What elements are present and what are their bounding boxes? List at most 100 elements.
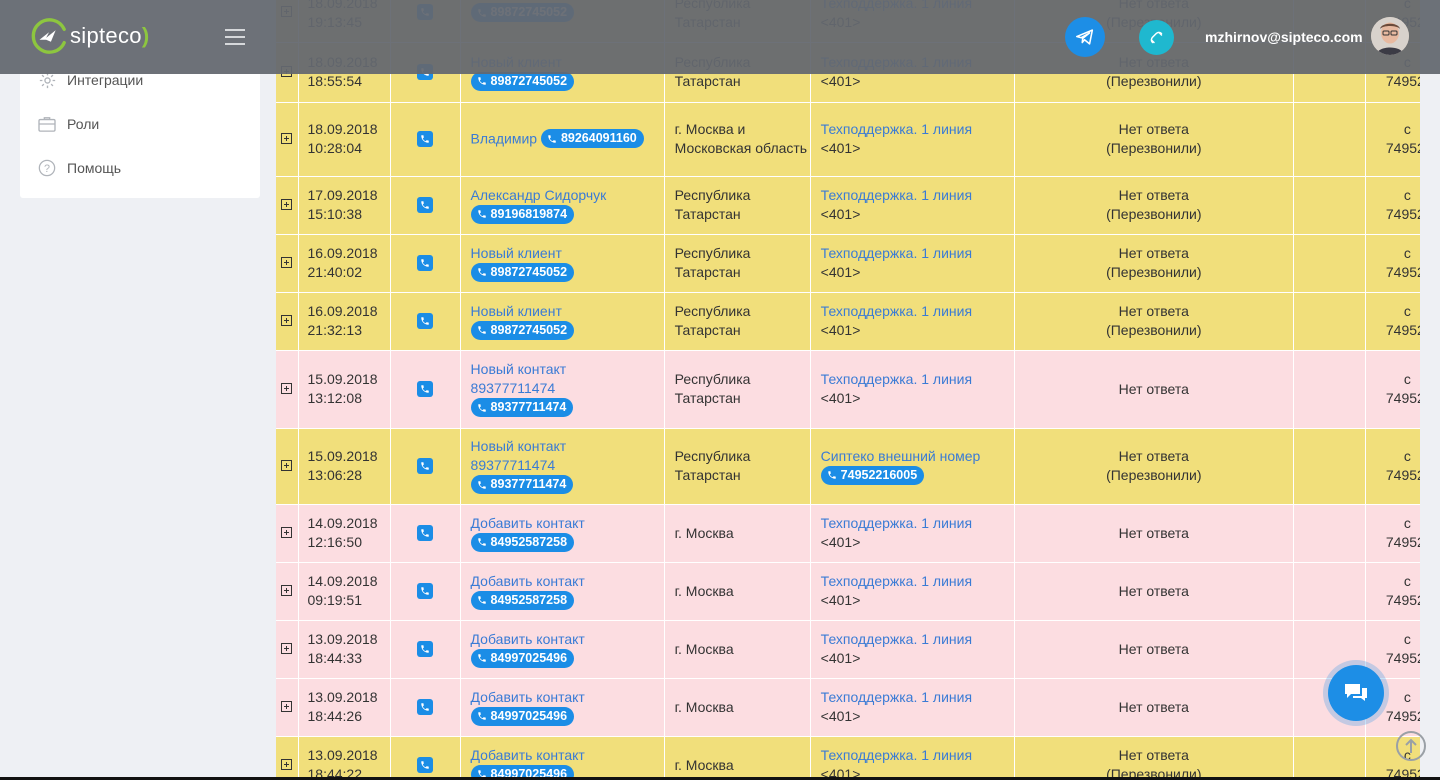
table-row[interactable]: 14.09.2018 12:16:50 Добавить контакт 849525… [276, 504, 1420, 562]
call-date: 13.09.2018 [307, 631, 378, 647]
call-datetime: 15.09.2018 13:12:08 [298, 350, 391, 428]
call-date: 14.09.2018 [307, 573, 378, 589]
table-row[interactable]: 15.09.2018 13:12:08 Новый контакт 893777114… [276, 350, 1420, 428]
client-name-link[interactable]: Новый контакт [470, 438, 567, 455]
table-row[interactable]: 14.09.2018 09:19:51 Добавить контакт 849525… [276, 562, 1420, 620]
table-row[interactable]: 17.09.2018 15:10:38 Александр Сидорчук 8919… [276, 176, 1420, 234]
table-row[interactable]: 16.09.2018 21:32:13 Новый клиент 8987274505… [276, 292, 1420, 350]
telegram-button[interactable] [1065, 17, 1105, 57]
sidebar-item-roles[interactable]: Роли [37, 112, 99, 136]
call-time: 21:40:02 [307, 264, 363, 280]
client-cell: Добавить контакт 84997025496 [460, 620, 665, 678]
destination-link[interactable]: Техподдержка. 1 линия [820, 573, 973, 589]
phone-badge[interactable]: 84997025496 [470, 706, 575, 726]
destination-link[interactable]: Техподдержка. 1 линия [820, 303, 973, 319]
phone-badge[interactable]: 89196819874 [470, 204, 575, 224]
phone-badge[interactable]: 89377711474 [470, 398, 574, 418]
call-datetime: 17.09.2018 15:10:38 [298, 176, 391, 234]
destination-link[interactable]: Техподдержка. 1 линия [820, 631, 973, 647]
client-name-link[interactable]: Новый клиент [470, 302, 562, 319]
phone-badge[interactable]: 89872745052 [470, 262, 575, 282]
table-row[interactable]: 18.09.2018 10:28:04 Владимир 89264091160 г.… [276, 102, 1420, 176]
region-cell: Республика Татарстан [664, 350, 811, 428]
client-name-link[interactable]: Добавить контакт [470, 572, 585, 589]
client-name-link[interactable]: Добавить контакт [470, 514, 585, 531]
call-history-table: 18.09.201819:13:4589872745052Республика … [276, 0, 1420, 777]
client-name-link[interactable]: Новый контакт [470, 361, 567, 378]
destination-link[interactable]: Техподдержка. 1 линия [820, 371, 973, 387]
arrow-up-icon [1405, 738, 1417, 753]
expand-row-icon[interactable] [281, 382, 292, 394]
expand-row-icon[interactable] [281, 132, 292, 144]
phone-number: 89872745052 [490, 264, 568, 279]
expand-row-icon[interactable] [281, 526, 292, 538]
client-name-link[interactable]: Добавить контакт [470, 688, 585, 705]
status-cell: Нет ответа [1014, 678, 1294, 736]
client-name-link[interactable]: Новый клиент [470, 244, 562, 261]
logo[interactable]: sipteco ) [30, 17, 149, 55]
sidebar-item-help[interactable]: ? Помощь [37, 156, 121, 180]
status-cell: Нет ответа (Перезвонили) [1014, 428, 1294, 504]
expand-row-icon[interactable] [281, 700, 292, 712]
expand-row-icon[interactable] [281, 584, 292, 596]
destination-phone-badge[interactable]: 74952216005 [820, 465, 925, 485]
destination-link[interactable]: Техподдержка. 1 линия [820, 245, 973, 261]
phone-badge[interactable]: 89264091160 [540, 129, 644, 149]
avatar[interactable] [1371, 17, 1409, 55]
call-status-note: (Перезвонили) [1106, 322, 1202, 338]
expand-row-icon[interactable] [281, 198, 292, 210]
table-row[interactable]: 13.09.2018 18:44:26 Добавить контакт 849970… [276, 678, 1420, 736]
phone-badge[interactable]: 84952587258 [470, 590, 575, 610]
destination-link[interactable]: Техподдержка. 1 линия [820, 121, 973, 137]
call-datetime: 18.09.2018 10:28:04 [298, 102, 391, 176]
phone-badge[interactable]: 89377711474 [470, 475, 574, 495]
client-cell: Новый клиент 89872745052 [460, 292, 665, 350]
phone-badge[interactable]: 89872745052 [470, 320, 575, 340]
client-name-link[interactable]: Добавить контакт [470, 630, 585, 647]
number-cell: c 74952 [1365, 504, 1420, 562]
table-row[interactable]: 15.09.2018 13:06:28 Новый контакт 893777114… [276, 428, 1420, 504]
call-date: 15.09.2018 [307, 371, 378, 387]
expand-row-icon[interactable] [281, 314, 292, 326]
phone-badge[interactable]: 84952587258 [470, 532, 575, 552]
client-cell: Владимир 89264091160 [460, 102, 665, 176]
phone-badge[interactable]: 89872745052 [470, 71, 575, 91]
phone-badge[interactable]: 84997025496 [470, 648, 575, 668]
client-name-link[interactable]: Добавить контакт [470, 746, 585, 763]
number-prefix: c [1403, 303, 1411, 319]
destination-extension: <401> [820, 534, 861, 550]
destination-link[interactable]: Техподдержка. 1 линия [820, 187, 973, 203]
destination-link[interactable]: Техподдержка. 1 линия [820, 747, 973, 763]
call-date: 14.09.2018 [307, 515, 378, 531]
client-number-link[interactable]: 89377711474 [470, 380, 556, 397]
chat-button[interactable] [1323, 660, 1389, 726]
menu-toggle-button[interactable] [225, 29, 245, 45]
table-row[interactable]: 13.09.2018 18:44:33 Добавить контакт 849970… [276, 620, 1420, 678]
user-email[interactable]: mzhirnov@sipteco.com [1205, 29, 1363, 45]
expand-row-icon[interactable] [281, 459, 292, 471]
destination-cell: Техподдержка. 1 линия <401> [810, 620, 1015, 678]
call-date: 15.09.2018 [307, 448, 378, 464]
client-name-link[interactable]: Владимир [470, 130, 538, 147]
phone-number: 89872745052 [490, 322, 568, 337]
destination-link[interactable]: Техподдержка. 1 линия [820, 689, 973, 705]
region-cell: Республика Татарстан [664, 292, 811, 350]
table-row[interactable]: 16.09.2018 21:40:02 Новый клиент 8987274505… [276, 234, 1420, 292]
expand-row-icon[interactable] [281, 256, 292, 268]
table-row[interactable]: 13.09.2018 18:44:22 Добавить контакт 849970… [276, 736, 1420, 777]
destination-cell: Техподдержка. 1 линия <401> [810, 292, 1015, 350]
number-prefix: c [1403, 448, 1411, 464]
call-button[interactable] [1139, 20, 1174, 55]
destination-link[interactable]: Сиптеко внешний номер [820, 447, 981, 464]
number-value: 74952 [1385, 264, 1420, 280]
expand-row-icon[interactable] [281, 642, 292, 654]
status-cell: Нет ответа (Перезвонили) [1014, 234, 1294, 292]
phone-badge[interactable]: 84997025496 [470, 764, 575, 777]
client-number-link[interactable]: 89377711474 [470, 457, 556, 474]
scroll-to-top-button[interactable] [1396, 731, 1426, 761]
destination-cell: Сиптеко внешний номер 74952216005 [810, 428, 1015, 504]
client-name-link[interactable]: Александр Сидорчук [470, 186, 607, 203]
call-status-note: (Перезвонили) [1106, 73, 1202, 89]
expand-row-icon[interactable] [281, 758, 292, 770]
destination-link[interactable]: Техподдержка. 1 линия [820, 515, 973, 531]
